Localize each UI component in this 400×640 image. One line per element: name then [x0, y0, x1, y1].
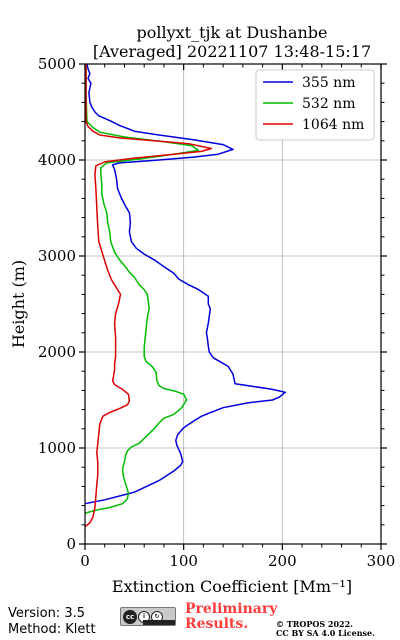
- x-axis-label: Extinction Coefficient [Mm⁻¹]: [112, 577, 352, 596]
- extinction-profile-chart: pollyxt_tjk at Dushanbe [Averaged] 20221…: [9, 23, 396, 596]
- copyright-notice: © TROPOS 2022. CC BY SA 4.0 License.: [276, 620, 375, 638]
- y-tick-label: 0: [66, 535, 76, 553]
- sa-icon: ↻: [151, 610, 163, 623]
- processing-info: Version: 3.5 Method: Klett: [8, 606, 96, 638]
- legend-label: 1064 nm: [302, 117, 364, 133]
- chart-title: pollyxt_tjk at Dushanbe: [136, 23, 327, 42]
- cc-strip: [143, 620, 175, 625]
- y-tick-label: 1000: [38, 439, 76, 457]
- legend: 355 nm 532 nm 1064 nm: [255, 69, 375, 141]
- chart-subtitle: [Averaged] 20221107 13:48-15:17: [93, 42, 371, 61]
- plot-frame: [84, 63, 382, 545]
- x-tick-label: 0: [80, 552, 90, 570]
- y-tick-label: 5000: [38, 55, 76, 73]
- cc-license-badge: cc i ↻: [120, 607, 176, 626]
- version-text: Version: 3.5: [8, 606, 85, 621]
- copyright-line-1: © TROPOS 2022.: [276, 619, 353, 629]
- x-tick-label: 200: [268, 552, 297, 570]
- copyright-line-2: CC BY SA 4.0 License.: [276, 628, 375, 638]
- y-tick-label: 4000: [38, 151, 76, 169]
- preliminary-line-1: Preliminary: [185, 601, 278, 617]
- cc-icon: cc: [123, 609, 137, 624]
- series-line-1064-nm: [84, 64, 213, 528]
- legend-label: 532 nm: [302, 96, 355, 112]
- preliminary-line-2: Results.: [185, 616, 249, 632]
- y-tick-label: 3000: [38, 247, 76, 265]
- legend-label: 355 nm: [302, 75, 355, 91]
- legend-box: [255, 69, 375, 141]
- y-axis-label: Height (m): [9, 260, 28, 348]
- series-line-532-nm: [84, 64, 200, 515]
- y-tick-label: 2000: [38, 343, 76, 361]
- method-text: Method: Klett: [8, 622, 96, 637]
- x-tick-label: 100: [169, 552, 198, 570]
- x-tick-label: 300: [367, 552, 396, 570]
- data-series: [84, 63, 287, 528]
- preliminary-notice: Preliminary Results.: [185, 602, 277, 632]
- series-line-355-nm: [84, 63, 287, 505]
